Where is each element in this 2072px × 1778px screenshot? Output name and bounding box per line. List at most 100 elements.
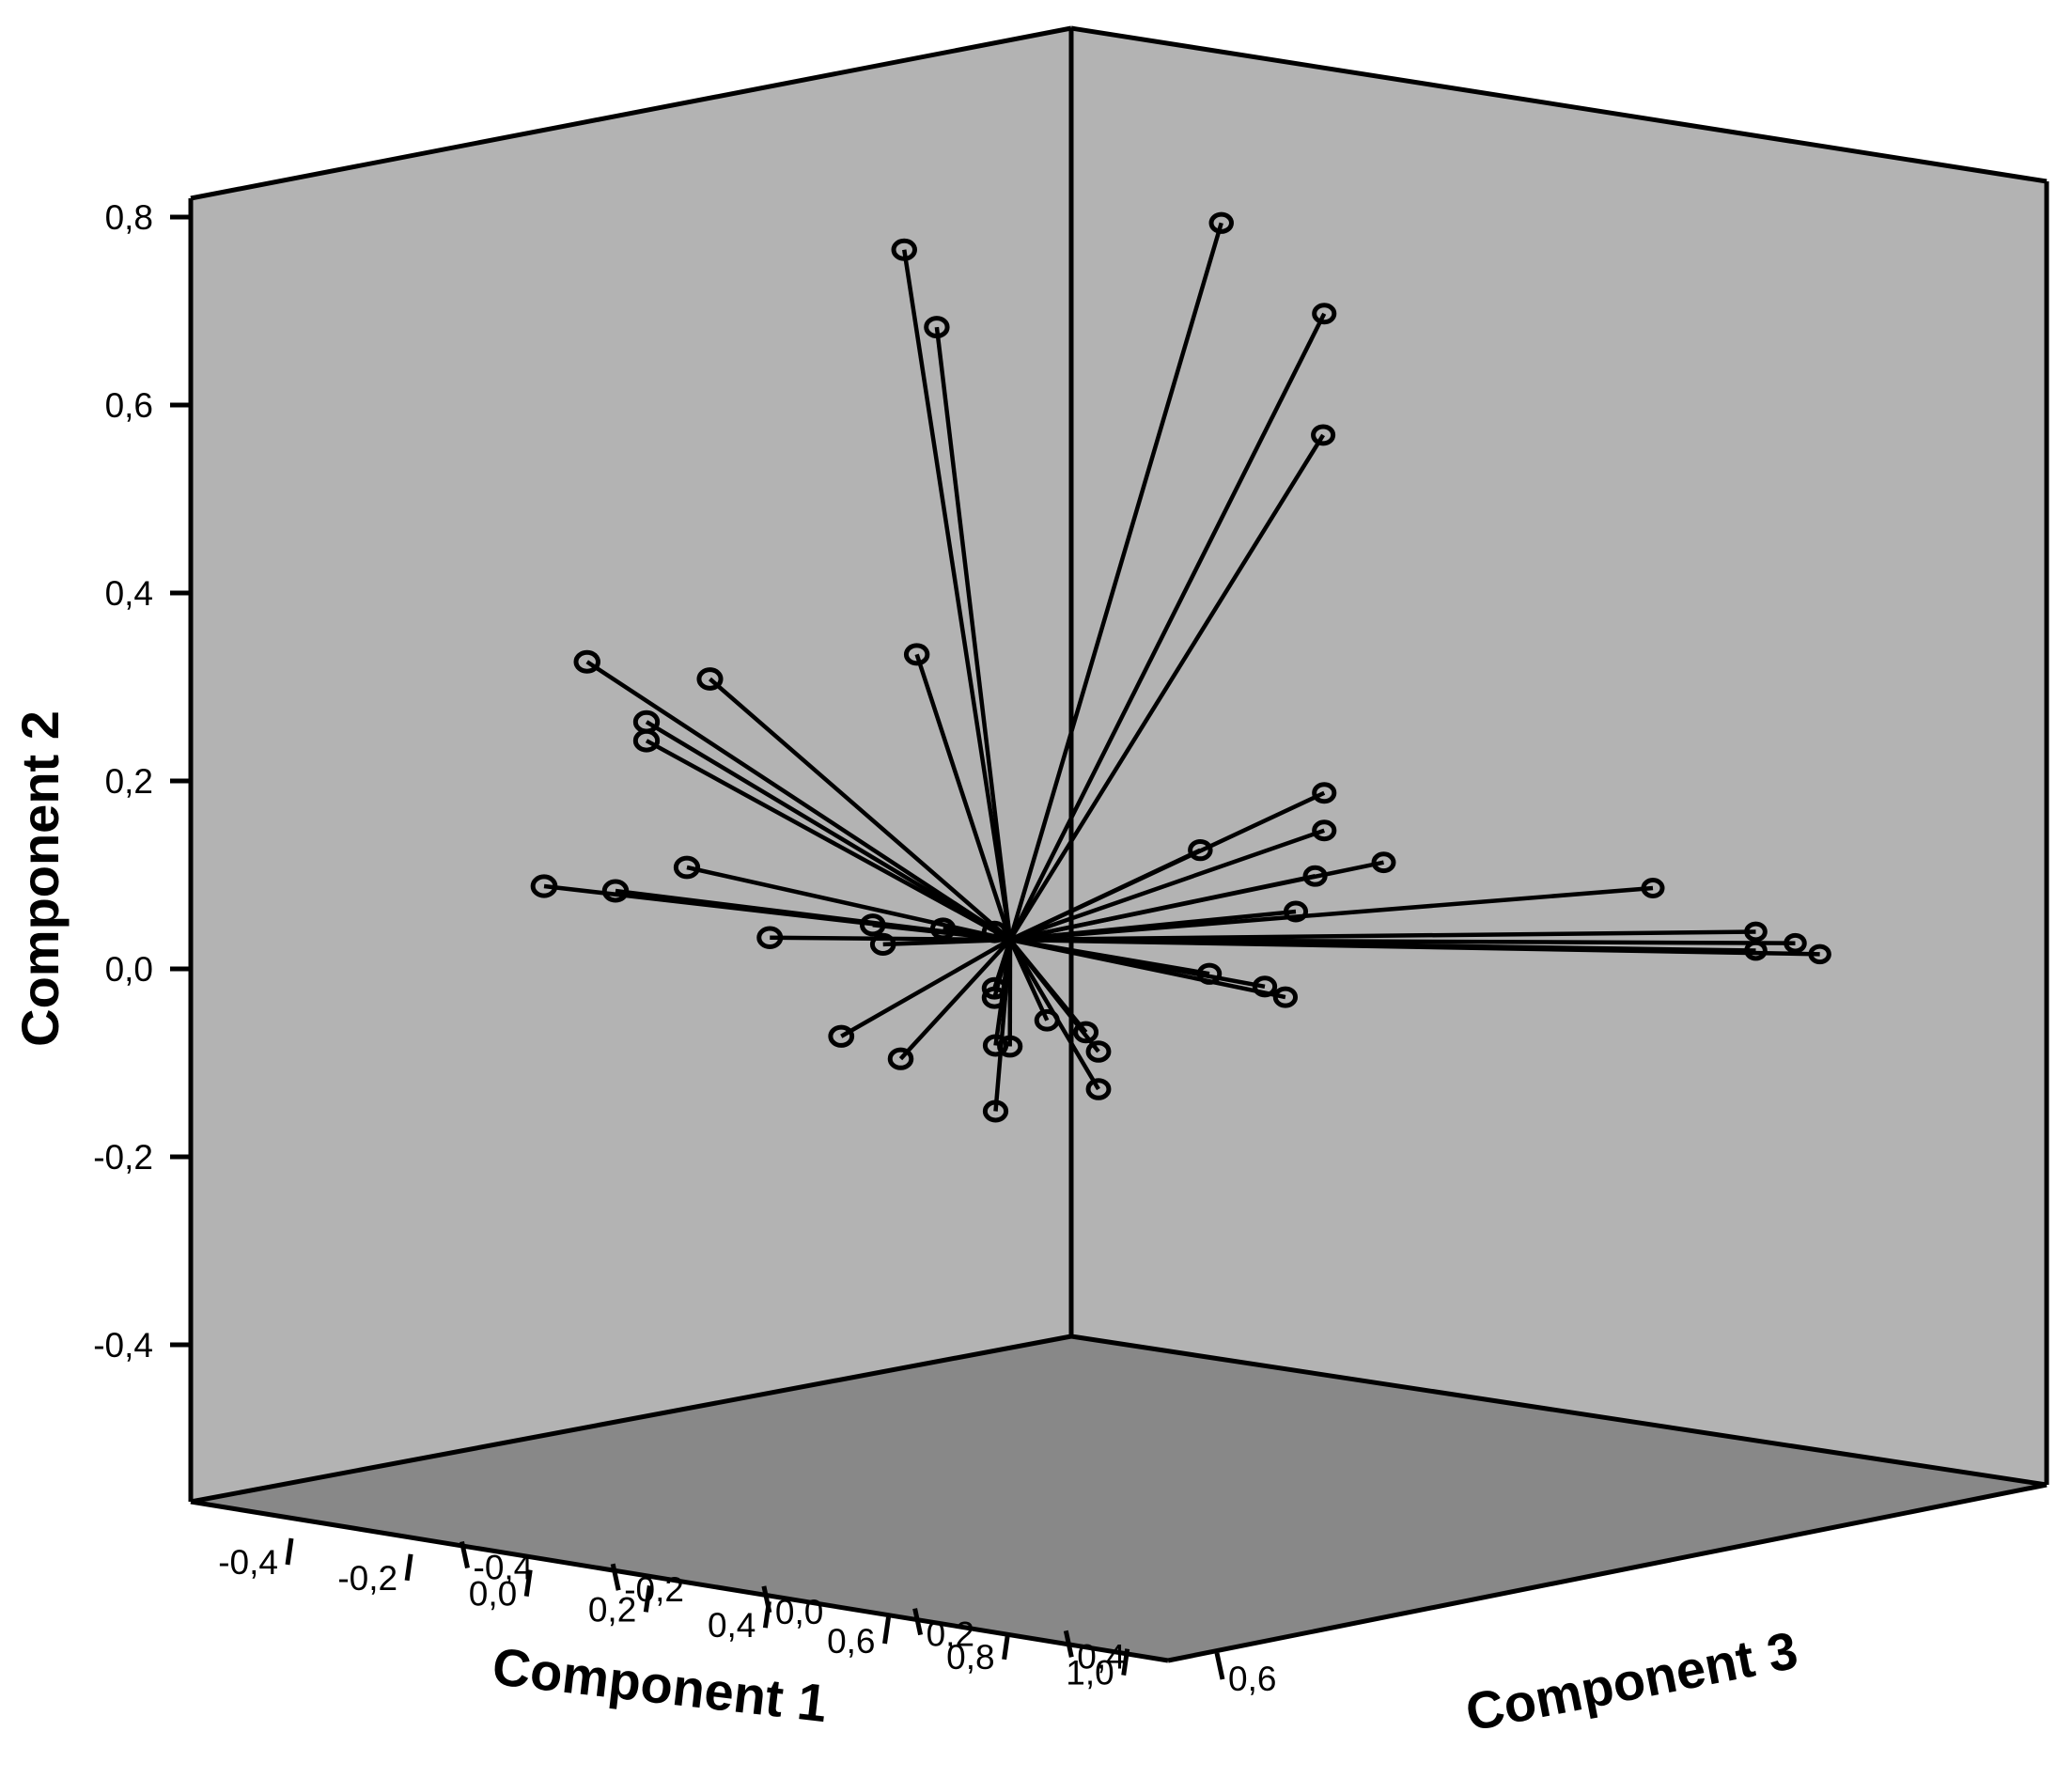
x-tick-mark xyxy=(404,1553,413,1582)
loading-vector xyxy=(1007,312,1327,942)
x-tick-label: -0,2 xyxy=(337,1559,397,1598)
x-tick-label: 0,2 xyxy=(588,1590,636,1629)
x-axis: -0,4 -0,2 0,0 0,2 0,4 0,6 0,8 1,0 xyxy=(218,1537,1130,1692)
data-point xyxy=(1272,986,1299,1008)
y-tick-label: 0,4 xyxy=(105,574,153,613)
loading-vector xyxy=(1009,848,1202,943)
z-tick-mark xyxy=(460,1540,470,1569)
data-point xyxy=(887,1047,914,1070)
data-point xyxy=(1196,962,1223,985)
frame-edge-0 xyxy=(190,25,1072,201)
z-tick-label: 0,4 xyxy=(1077,1637,1125,1676)
loading-vector xyxy=(645,720,1012,942)
data-point xyxy=(1034,1008,1060,1032)
frame-edge-6 xyxy=(1070,1334,2048,1488)
y-tick-label: -0,2 xyxy=(93,1138,153,1177)
y-tick-label: 0,2 xyxy=(105,762,153,801)
data-point xyxy=(1808,944,1831,965)
floor xyxy=(191,1336,2047,1661)
data-point xyxy=(632,728,661,753)
loading-vector xyxy=(914,653,1013,941)
y-tick-label: 0,0 xyxy=(105,950,153,989)
y-axis: -0,4 -0,2 0,0 0,2 0,4 0,6 0,8 xyxy=(93,198,191,1365)
x-axis-title: Component 1 xyxy=(490,1636,831,1733)
y-tick-label: -0,4 xyxy=(93,1326,153,1365)
x-tick-label: 0,6 xyxy=(827,1622,875,1661)
data-point xyxy=(1371,851,1396,874)
loading-vector xyxy=(686,865,1011,943)
y-tick-label: 0,6 xyxy=(105,386,153,425)
x-tick-label: -0,4 xyxy=(218,1543,278,1582)
data-point xyxy=(673,855,701,880)
z-tick-label: -0,2 xyxy=(624,1570,684,1609)
loading-vector xyxy=(1009,909,1297,943)
data-point xyxy=(1188,839,1213,862)
x-tick-mark xyxy=(643,1585,652,1613)
x-tick-mark xyxy=(1002,1632,1011,1661)
z-tick-label: 0,2 xyxy=(927,1615,974,1654)
loading-vector xyxy=(840,938,1012,1038)
data-point xyxy=(601,879,630,903)
back-wall-right xyxy=(1071,28,2047,1485)
data-point xyxy=(573,649,600,674)
z-tick-label: -0,4 xyxy=(474,1549,534,1587)
x-tick-mark xyxy=(882,1616,891,1645)
data-point xyxy=(756,926,784,950)
data-point xyxy=(1744,940,1768,961)
x-tick-mark xyxy=(523,1569,533,1597)
data-point xyxy=(1208,211,1234,234)
data-point xyxy=(929,917,957,941)
left-wall-panel xyxy=(191,28,1071,1502)
data-point xyxy=(1312,782,1337,804)
loading-vector xyxy=(1009,873,1316,943)
data-point xyxy=(1302,865,1328,887)
data-point xyxy=(997,1035,1023,1058)
z-tick-mark xyxy=(761,1585,772,1614)
data-point xyxy=(1784,932,1807,954)
loading-vector xyxy=(709,677,1012,942)
z-tick-mark xyxy=(1214,1652,1225,1680)
frame-edge-5 xyxy=(190,1334,1072,1505)
data-point xyxy=(1085,1040,1112,1063)
right-wall-panel xyxy=(1071,28,2047,1485)
data-point xyxy=(1252,975,1278,998)
data-point xyxy=(1312,819,1337,842)
data-point xyxy=(696,667,724,691)
z-tick-mark xyxy=(912,1608,924,1636)
frame-edge-7 xyxy=(190,1499,1169,1663)
loading-vector xyxy=(934,326,1013,941)
loading-vector xyxy=(1009,828,1325,943)
loading-vector xyxy=(902,249,1013,941)
data-point xyxy=(828,1024,855,1048)
data-point xyxy=(1312,303,1337,325)
y-axis-title: Component 2 xyxy=(10,710,70,1047)
data-point xyxy=(1311,424,1336,446)
frame-edge-1 xyxy=(1070,25,2048,184)
loading-vector xyxy=(1007,222,1223,941)
x-tick-label: 0,8 xyxy=(946,1638,994,1677)
back-wall-left xyxy=(191,28,1071,1502)
loading-vector xyxy=(898,938,1012,1061)
y-tick-label: 0,8 xyxy=(105,198,153,237)
data-point xyxy=(981,976,1007,1000)
loading-vector xyxy=(1008,433,1326,942)
frame-edge-8 xyxy=(1167,1482,2048,1663)
z-axis: -0,4 -0,2 0,0 0,2 0,4 0,6 xyxy=(460,1540,1276,1698)
x-tick-mark xyxy=(1121,1648,1130,1676)
box-frame xyxy=(188,25,2049,1663)
z-tick-label: 0,6 xyxy=(1228,1660,1276,1698)
z-tick-mark xyxy=(1063,1630,1074,1658)
x-tick-mark xyxy=(285,1537,294,1566)
z-tick-mark xyxy=(610,1563,621,1591)
data-point xyxy=(1744,921,1768,943)
data-point xyxy=(1085,1078,1112,1100)
data-point xyxy=(981,920,1007,944)
loading-vectors xyxy=(543,222,1820,1112)
data-point xyxy=(1073,1021,1099,1044)
x-tick-label: 0,0 xyxy=(469,1575,517,1614)
data-point xyxy=(530,874,558,898)
data-point xyxy=(859,913,886,937)
loading-vector xyxy=(1008,938,1100,1053)
